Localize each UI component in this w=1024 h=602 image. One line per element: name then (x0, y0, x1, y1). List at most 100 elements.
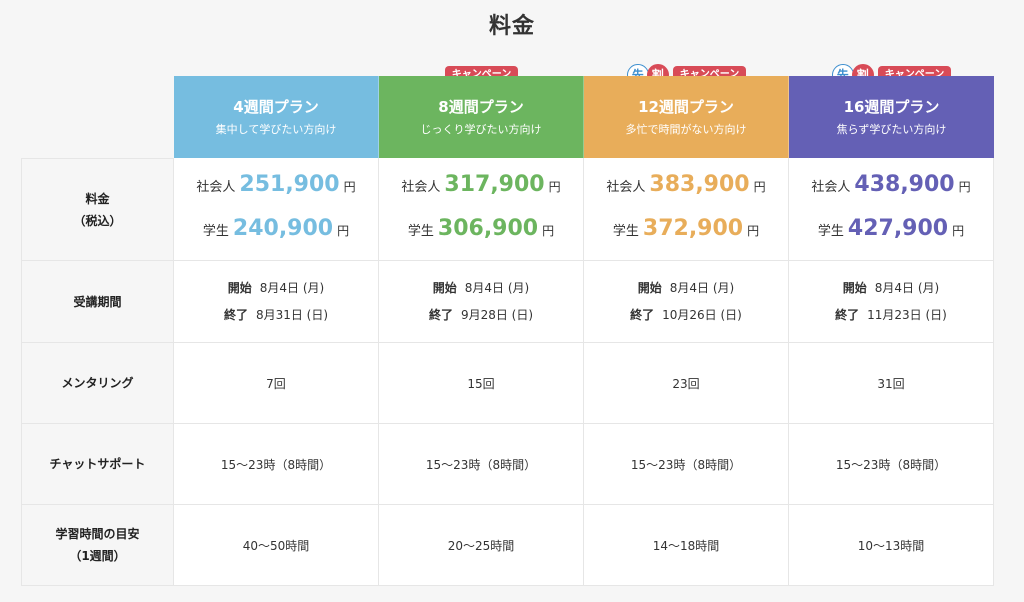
worker-label: 社会人 (196, 180, 236, 195)
plan-header-12w: 12週間プラン 多忙で時間がない方向け (584, 76, 789, 158)
period-end: 終了 8月31日 (日) (224, 302, 328, 329)
plan-header-16w: 16週間プラン 焦らず学びたい方向け (789, 76, 994, 158)
period-cell-4w: 開始 8月4日 (月) 終了 8月31日 (日) (174, 261, 379, 343)
student-label: 学生 (817, 224, 844, 239)
plan-subtitle: 多忙で時間がない方向け (625, 122, 747, 136)
start-label: 開始 (227, 280, 252, 295)
plan-subtitle: じっくり学びたい方向け (420, 122, 542, 136)
mentoring-cell-12w: 23回 (584, 343, 789, 424)
student-label: 学生 (407, 224, 434, 239)
period-cell-16w: 開始 8月4日 (月) 終了 11月23日 (日) (789, 261, 994, 343)
study-cell-8w: 20〜25時間 (379, 505, 584, 586)
plan-subtitle: 焦らず学びたい方向け (836, 122, 947, 136)
end-date: 10月26日 (日) (662, 307, 742, 322)
period-start: 開始 8月4日 (月) (843, 275, 939, 302)
start-date: 8月4日 (月) (874, 280, 940, 295)
period-start: 開始 8月4日 (月) (433, 275, 529, 302)
price-cell-8w: 社会人 317,900 円 学生 306,900 円 (379, 158, 584, 261)
worker-price-value: 383,900 (649, 172, 750, 197)
period-start: 開始 8月4日 (月) (228, 275, 324, 302)
worker-price-value: 251,900 (239, 172, 340, 197)
student-price-value: 306,900 (437, 216, 539, 241)
row-label-study: 学習時間の目安 （1週間） (21, 505, 174, 586)
plan-name: 12週間プラン (638, 97, 734, 116)
student-price: 学生 240,900 円 (203, 216, 349, 246)
chat-cell-4w: 15〜23時（8時間） (174, 424, 379, 505)
worker-price-value: 317,900 (444, 172, 545, 197)
row-label-mentoring: メンタリング (21, 343, 174, 424)
worker-label: 社会人 (811, 180, 851, 195)
row-label-period: 受講期間 (21, 261, 174, 343)
yen-label: 円 (548, 180, 561, 194)
end-label: 終了 (630, 307, 655, 322)
student-price: 学生 427,900 円 (818, 216, 964, 246)
student-label: 学生 (202, 224, 229, 239)
student-price-value: 372,900 (642, 216, 744, 241)
mentoring-cell-4w: 7回 (174, 343, 379, 424)
mentoring-label: メンタリング (61, 376, 134, 390)
pricing-table: 4週間プラン 集中して学びたい方向け 8週間プラン じっくり学びたい方向け 12… (21, 76, 994, 586)
mentoring-cell-16w: 31回 (789, 343, 994, 424)
student-price: 学生 306,900 円 (408, 216, 554, 246)
worker-price: 社会人 438,900 円 (811, 172, 970, 202)
start-label: 開始 (637, 280, 662, 295)
chat-cell-16w: 15〜23時（8時間） (789, 424, 994, 505)
price-cell-16w: 社会人 438,900 円 学生 427,900 円 (789, 158, 994, 261)
page-title: 料金 (488, 14, 535, 39)
worker-label: 社会人 (401, 180, 441, 195)
period-end: 終了 9月28日 (日) (429, 302, 533, 329)
student-label: 学生 (612, 224, 639, 239)
table-corner (21, 76, 174, 158)
period-label: 受講期間 (73, 294, 122, 309)
study-sub-label: （1週間） (69, 549, 126, 563)
row-label-price: 料金 （税込） (21, 158, 174, 261)
start-label: 開始 (842, 280, 867, 295)
student-price-value: 240,900 (232, 216, 334, 241)
price-tax-label: （税込） (73, 213, 122, 228)
end-date: 9月28日 (日) (460, 307, 534, 322)
plan-name: 4週間プラン (233, 97, 319, 116)
end-label: 終了 (223, 307, 248, 322)
period-start: 開始 8月4日 (月) (638, 275, 734, 302)
worker-price-value: 438,900 (854, 172, 955, 197)
end-label: 終了 (428, 307, 453, 322)
mentoring-cell-8w: 15回 (379, 343, 584, 424)
worker-price: 社会人 383,900 円 (606, 172, 765, 202)
price-cell-12w: 社会人 383,900 円 学生 372,900 円 (584, 158, 789, 261)
start-date: 8月4日 (月) (259, 280, 325, 295)
yen-label: 円 (542, 224, 555, 238)
yen-label: 円 (747, 224, 760, 238)
plan-header-8w: 8週間プラン じっくり学びたい方向け (379, 76, 584, 158)
student-price-value: 427,900 (847, 216, 949, 241)
plan-header-4w: 4週間プラン 集中して学びたい方向け (174, 76, 379, 158)
chat-cell-8w: 15〜23時（8時間） (379, 424, 584, 505)
end-label: 終了 (835, 307, 860, 322)
period-cell-8w: 開始 8月4日 (月) 終了 9月28日 (日) (379, 261, 584, 343)
worker-price: 社会人 251,900 円 (196, 172, 355, 202)
yen-label: 円 (952, 224, 965, 238)
end-date: 8月31日 (日) (255, 307, 329, 322)
study-cell-4w: 40〜50時間 (174, 505, 379, 586)
worker-price: 社会人 317,900 円 (401, 172, 560, 202)
chat-cell-12w: 15〜23時（8時間） (584, 424, 789, 505)
start-label: 開始 (432, 280, 457, 295)
end-date: 11月23日 (日) (867, 307, 947, 322)
study-cell-12w: 14〜18時間 (584, 505, 789, 586)
worker-label: 社会人 (606, 180, 646, 195)
plan-name: 16週間プラン (843, 97, 940, 116)
period-end: 終了 11月23日 (日) (835, 302, 947, 329)
yen-label: 円 (958, 180, 971, 194)
start-date: 8月4日 (月) (464, 280, 530, 295)
yen-label: 円 (753, 180, 766, 194)
plan-name: 8週間プラン (438, 97, 524, 116)
yen-label: 円 (337, 224, 350, 238)
study-label: 学習時間の目安 (55, 527, 140, 541)
price-label: 料金 (85, 191, 110, 206)
plan-subtitle: 集中して学びたい方向け (215, 122, 337, 136)
student-price: 学生 372,900 円 (613, 216, 759, 246)
row-label-chat: チャットサポート (21, 424, 174, 505)
period-cell-12w: 開始 8月4日 (月) 終了 10月26日 (日) (584, 261, 789, 343)
study-cell-16w: 10〜13時間 (789, 505, 994, 586)
period-end: 終了 10月26日 (日) (630, 302, 742, 329)
price-cell-4w: 社会人 251,900 円 学生 240,900 円 (174, 158, 379, 261)
